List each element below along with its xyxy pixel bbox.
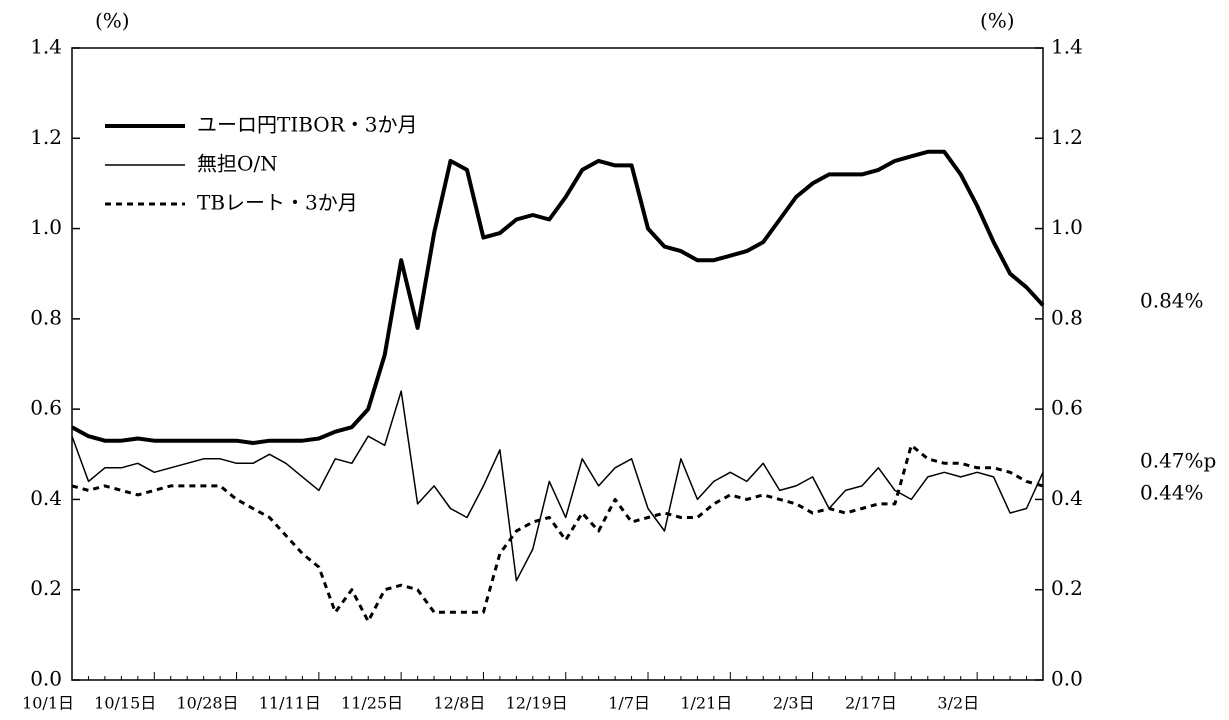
x-tick-label: 10/1日	[22, 694, 74, 713]
y2-tick-label: 1.0	[1051, 215, 1083, 239]
legend-label: ユーロ円TIBOR・3か月	[197, 113, 418, 137]
series-line	[71, 390, 1044, 582]
y-tick-label: 1.4	[30, 35, 62, 59]
x-tick-label: 12/8日	[434, 694, 486, 713]
x-tick-label: 2/17日	[845, 694, 897, 713]
legend-label: TBレート・3か月	[197, 191, 358, 215]
x-tick-label: 3/2日	[937, 694, 979, 713]
x-tick-label: 11/11日	[259, 694, 321, 713]
y2-tick-label: 0.0	[1051, 667, 1083, 691]
y-tick-label: 0.4	[30, 486, 62, 510]
y-axis-label: (%)	[95, 9, 130, 33]
x-tick-label: 1/21日	[680, 694, 732, 713]
x-tick-label: 2/3日	[773, 694, 815, 713]
x-tick-label: 12/19日	[506, 694, 568, 713]
end-value-label: 0.47%p	[1140, 449, 1216, 473]
y-tick-label: 0.2	[30, 576, 62, 600]
y2-tick-label: 1.4	[1051, 35, 1083, 59]
x-tick-label: 10/15日	[94, 694, 156, 713]
x-tick-label: 11/25日	[341, 694, 403, 713]
y-tick-label: 1.0	[30, 215, 62, 239]
series-line	[71, 443, 1044, 623]
y2-tick-label: 0.6	[1051, 396, 1083, 420]
y-tick-label: 0.0	[30, 667, 62, 691]
y2-tick-label: 1.2	[1051, 125, 1083, 149]
series-line	[71, 149, 1045, 445]
y2-tick-label: 0.4	[1051, 486, 1083, 510]
y-tick-label: 0.6	[30, 396, 62, 420]
y2-axis-label: (%)	[980, 9, 1015, 33]
plot-frame	[71, 47, 1044, 681]
end-value-label: 0.44%	[1140, 481, 1204, 505]
x-tick-label: 10/28日	[176, 694, 238, 713]
y2-tick-label: 0.2	[1051, 576, 1083, 600]
x-tick-label: 1/7日	[608, 694, 650, 713]
y2-tick-label: 0.8	[1051, 305, 1083, 329]
y-tick-label: 0.8	[30, 305, 62, 329]
legend-label: 無担O/N	[197, 152, 278, 176]
y-tick-label: 1.2	[30, 125, 62, 149]
end-value-label: 0.84%	[1140, 289, 1204, 313]
